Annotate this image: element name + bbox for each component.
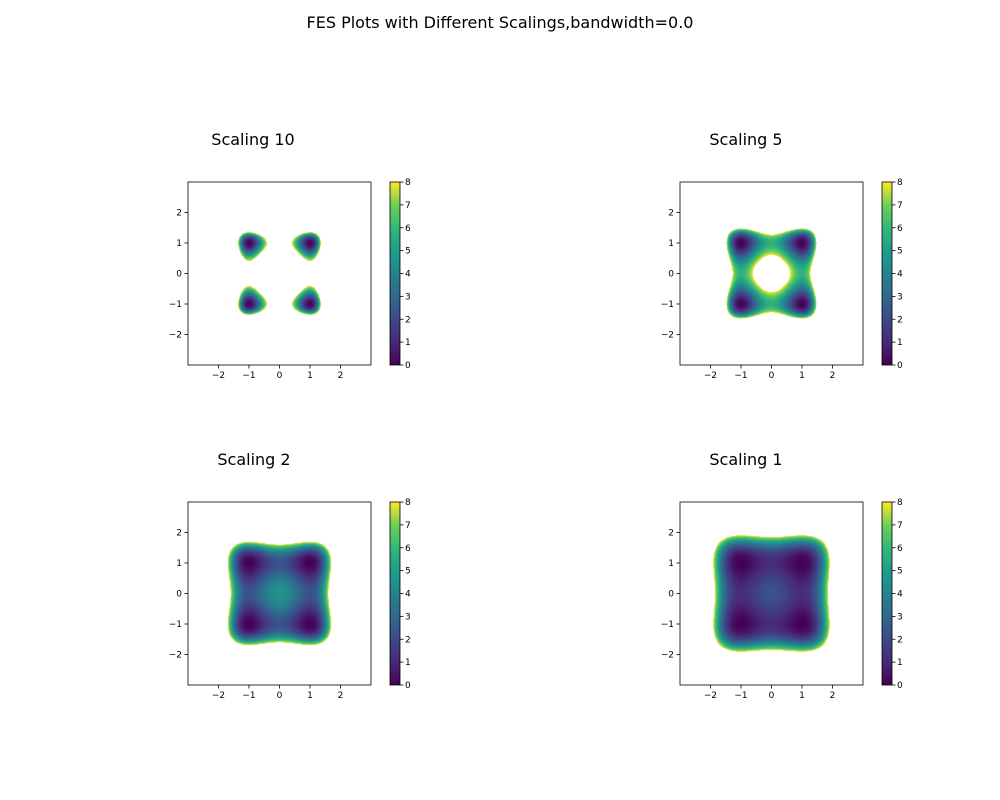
heatmap-image: [188, 182, 371, 365]
colorbar-tick-label: 2: [897, 315, 903, 325]
colorbar-tick-label: 5: [897, 247, 903, 257]
panel-title: Scaling 2: [217, 450, 290, 469]
x-tick-label: −1: [734, 371, 747, 381]
panels: Scaling 10−2 −1 0 1 2−2−1012012345678Scaling…: [169, 130, 903, 701]
colorbar-gradient: [390, 502, 400, 685]
colorbar-tick-label: 3: [897, 292, 903, 302]
y-tick-label: −2: [169, 331, 182, 341]
y-tick-label: 0: [176, 270, 182, 280]
colorbar-gradient: [882, 502, 892, 685]
x-tick-label: 2: [338, 691, 344, 701]
colorbar-tick-label: 8: [897, 178, 903, 188]
x-tick-label: 0: [277, 691, 283, 701]
colorbar-tick-label: 8: [897, 498, 903, 508]
x-tick-label: −1: [242, 371, 255, 381]
colorbar-tick-label: 0: [405, 681, 411, 691]
y-tick-label: −2: [169, 651, 182, 661]
y-tick-label: −2: [661, 331, 674, 341]
colorbar-gradient: [882, 182, 892, 365]
x-tick-label: 0: [769, 371, 775, 381]
y-tick-label: −1: [661, 300, 674, 310]
colorbar-tick-label: 1: [405, 658, 411, 668]
x-tick-label: −2: [212, 371, 225, 381]
colorbar-tick-label: 8: [405, 498, 411, 508]
x-tick-label: 1: [307, 691, 313, 701]
y-tick-label: −1: [169, 620, 182, 630]
colorbar-tick-label: 5: [405, 247, 411, 257]
figure-title: FES Plots with Different Scalings,bandwi…: [307, 13, 694, 32]
x-tick-label: 0: [769, 691, 775, 701]
colorbar-tick-label: 5: [897, 567, 903, 577]
x-tick-label: −1: [242, 691, 255, 701]
colorbar-tick-label: 2: [405, 315, 411, 325]
heatmap-image: [680, 182, 863, 365]
y-tick-label: −1: [661, 620, 674, 630]
colorbar-tick-label: 1: [897, 338, 903, 348]
panel-title: Scaling 1: [709, 450, 782, 469]
colorbar-tick-label: 4: [405, 590, 411, 600]
colorbar-tick-label: 1: [897, 658, 903, 668]
x-tick-label: 1: [799, 691, 805, 701]
y-tick-label: 0: [176, 590, 182, 600]
panel-title: Scaling 5: [709, 130, 782, 149]
colorbar-tick-label: 6: [405, 544, 411, 554]
y-tick-label: 2: [668, 529, 674, 539]
colorbar-tick-label: 3: [897, 612, 903, 622]
y-tick-label: −1: [169, 300, 182, 310]
colorbar-tick-label: 4: [897, 270, 903, 280]
colorbar-tick-label: 0: [405, 361, 411, 371]
colorbar-tick-label: 7: [897, 521, 903, 531]
panel-1: Scaling 10 −2 −1 0 1 2 −2 −1 0 1 2 0 1 2 3 4 5 6 7 8: [169, 130, 411, 381]
colorbar-tick-label: 4: [405, 270, 411, 280]
x-tick-label: 2: [830, 371, 836, 381]
x-tick-label: 1: [799, 371, 805, 381]
panel-4: Scaling 1 −2 −1 0 1 2 −2 −1 0 1 2 0 1 2 3 4 5 6 7 8: [661, 450, 903, 701]
heatmap-image: [188, 502, 371, 685]
y-tick-label: 2: [668, 209, 674, 219]
y-tick-label: 1: [176, 239, 182, 249]
y-tick-label: 0: [668, 270, 674, 280]
colorbar-tick-label: 6: [897, 224, 903, 234]
colorbar-tick-label: 0: [897, 361, 903, 371]
y-tick-label: 1: [668, 559, 674, 569]
x-tick-label: 0: [277, 371, 283, 381]
colorbar-tick-label: 3: [405, 612, 411, 622]
x-tick-label: −1: [734, 691, 747, 701]
heatmap-image: [680, 502, 863, 685]
colorbar-tick-label: 8: [405, 178, 411, 188]
panel-3: Scaling 2 −2 −1 0 1 2 −2 −1 0 1 2 0 1 2 3 4 5 6 7 8: [169, 450, 411, 701]
colorbar-tick-label: 2: [405, 635, 411, 645]
y-tick-label: 2: [176, 209, 182, 219]
colorbar-tick-label: 6: [897, 544, 903, 554]
x-tick-label: 2: [338, 371, 344, 381]
colorbar-tick-label: 3: [405, 292, 411, 302]
panel-2: Scaling 5 −2 −1 0 1 2 −2 −1 0 1 2 0 1 2 3 4 5 6 7 8: [661, 130, 903, 381]
colorbar-tick-label: 0: [897, 681, 903, 691]
y-tick-label: 0: [668, 590, 674, 600]
y-tick-label: 1: [668, 239, 674, 249]
colorbar-tick-label: 6: [405, 224, 411, 234]
colorbar-gradient: [390, 182, 400, 365]
colorbar-tick-label: 2: [897, 635, 903, 645]
x-tick-label: −2: [704, 691, 717, 701]
x-tick-label: 1: [307, 371, 313, 381]
colorbar-tick-label: 1: [405, 338, 411, 348]
y-tick-label: −2: [661, 651, 674, 661]
x-tick-label: −2: [704, 371, 717, 381]
x-tick-label: −2: [212, 691, 225, 701]
colorbar-tick-label: 7: [405, 521, 411, 531]
y-tick-label: 1: [176, 559, 182, 569]
y-tick-label: 2: [176, 529, 182, 539]
colorbar-tick-label: 7: [405, 201, 411, 211]
colorbar-tick-label: 5: [405, 567, 411, 577]
panel-title: Scaling 10: [211, 130, 294, 149]
colorbar-tick-label: 7: [897, 201, 903, 211]
colorbar-tick-label: 4: [897, 590, 903, 600]
x-tick-label: 2: [830, 691, 836, 701]
